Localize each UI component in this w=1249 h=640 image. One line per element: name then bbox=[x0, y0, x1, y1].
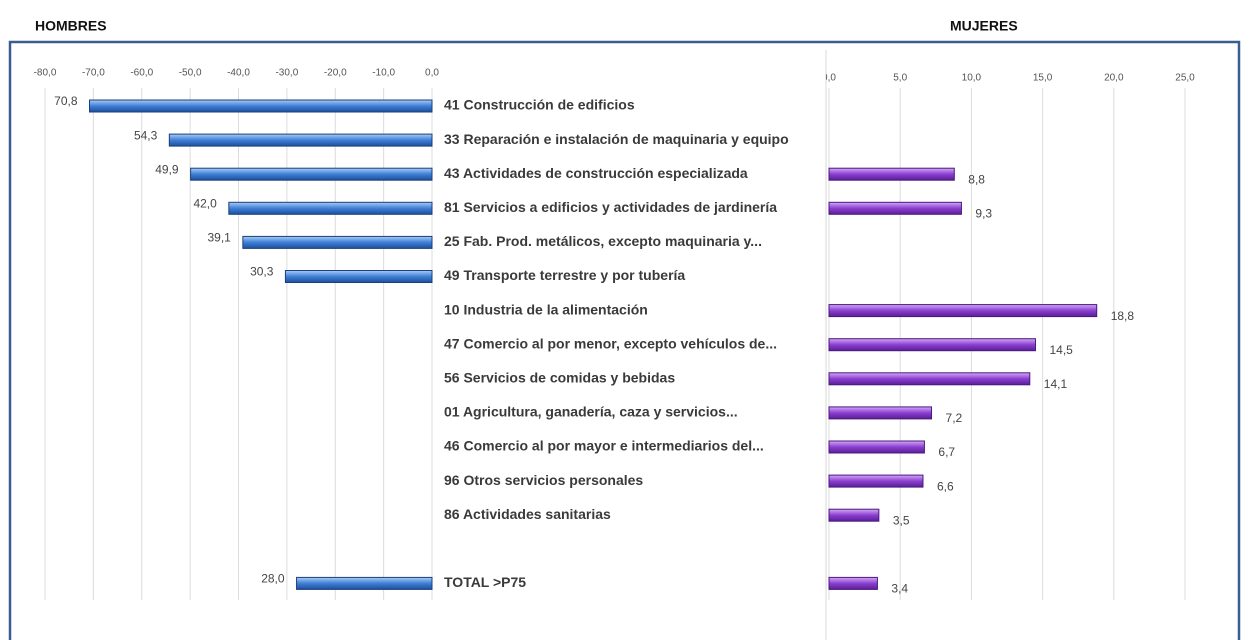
x-tick-label: 5,0 bbox=[893, 73, 907, 84]
category-label: 86 Actividades sanitarias bbox=[444, 506, 611, 522]
value-label: 3,4 bbox=[891, 582, 908, 596]
category-label: 46 Comercio al por mayor e intermediario… bbox=[444, 438, 764, 454]
x-tick-label: 10,0 bbox=[962, 73, 982, 84]
value-label: 14,1 bbox=[1044, 377, 1068, 391]
bar bbox=[828, 440, 925, 454]
value-label: 28,0 bbox=[261, 572, 285, 586]
x-tick-label: -70,0 bbox=[82, 68, 105, 79]
bar bbox=[242, 235, 433, 249]
bar bbox=[828, 406, 933, 420]
value-label: 42,0 bbox=[193, 196, 217, 210]
x-tick-label: 0,0 bbox=[425, 68, 439, 79]
bar bbox=[296, 576, 433, 590]
tick-group: 0,0 5,0 10,0 15,0 20,0 25,0 bbox=[822, 73, 1195, 84]
category-label: 96 Otros servicios personales bbox=[444, 472, 643, 488]
value-label: 7,2 bbox=[946, 411, 963, 425]
bar bbox=[284, 270, 433, 283]
bar bbox=[828, 576, 878, 590]
frame bbox=[8, 40, 1241, 640]
category-label: 81 Servicios a edificios y actividades d… bbox=[444, 199, 777, 215]
value-label: 14,5 bbox=[1049, 343, 1073, 357]
x-tick-label: 20,0 bbox=[1104, 73, 1124, 84]
bar bbox=[828, 372, 1031, 386]
x-tick-label: -60,0 bbox=[130, 68, 153, 79]
category-label: 01 Agricultura, ganadería, caza y servic… bbox=[444, 404, 738, 420]
value-label: 70,8 bbox=[54, 94, 78, 108]
bar bbox=[828, 304, 1098, 318]
category-label: TOTAL >P75 bbox=[444, 574, 526, 590]
bar bbox=[828, 338, 1036, 352]
value-label: 49,9 bbox=[155, 162, 179, 176]
category-label: 25 Fab. Prod. metálicos, excepto maquina… bbox=[444, 233, 762, 249]
bar bbox=[190, 167, 433, 181]
right-title: MUJERES bbox=[950, 18, 1018, 34]
bar bbox=[828, 474, 924, 488]
x-tick-label: -30,0 bbox=[275, 68, 298, 79]
left-title: HOMBRES bbox=[35, 18, 107, 34]
bar bbox=[228, 201, 433, 215]
bar bbox=[828, 508, 880, 522]
value-label: 30,3 bbox=[250, 265, 274, 279]
bar bbox=[828, 201, 962, 215]
category-label: 33 Reparación e instalación de maquinari… bbox=[444, 131, 789, 147]
x-tick-label: 15,0 bbox=[1033, 73, 1053, 84]
x-tick-label: -80,0 bbox=[34, 68, 57, 79]
value-label: 54,3 bbox=[134, 128, 158, 142]
value-label: 6,7 bbox=[938, 445, 955, 459]
value-label: 9,3 bbox=[975, 206, 992, 220]
x-tick-label: -50,0 bbox=[179, 68, 202, 79]
category-label: 47 Comercio al por menor, excepto vehícu… bbox=[444, 335, 777, 351]
category-label: 49 Transporte terrestre y por tubería bbox=[444, 267, 685, 283]
value-label: 39,1 bbox=[207, 231, 231, 245]
category-label: 10 Industria de la alimentación bbox=[444, 301, 648, 317]
x-tick-label: -10,0 bbox=[372, 68, 395, 79]
value-label: 6,6 bbox=[937, 479, 954, 493]
bar bbox=[828, 167, 955, 181]
x-tick-label: 25,0 bbox=[1175, 73, 1195, 84]
x-tick-label: -20,0 bbox=[324, 68, 347, 79]
x-tick-label: -40,0 bbox=[227, 68, 250, 79]
bar bbox=[89, 99, 433, 113]
value-label: 3,5 bbox=[893, 513, 910, 527]
category-label: 43 Actividades de construcción especiali… bbox=[444, 165, 748, 181]
bar bbox=[168, 133, 433, 147]
category-label: 56 Servicios de comidas y bebidas bbox=[444, 370, 675, 386]
value-label: 8,8 bbox=[968, 172, 985, 186]
x-tick-label: 0,0 bbox=[822, 73, 836, 84]
category-label: 41 Construcción de edificios bbox=[444, 97, 635, 113]
value-label: 18,8 bbox=[1111, 309, 1135, 323]
